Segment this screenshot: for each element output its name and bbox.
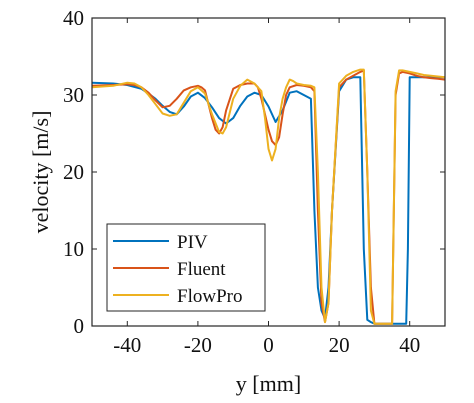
- x-tick-label: 20: [329, 333, 350, 357]
- plot-lines: [92, 68, 445, 325]
- legend-box: [106, 223, 266, 312]
- y-axis-label: velocity [m/s]: [28, 111, 53, 234]
- legend-label-fluent: Fluent: [177, 259, 226, 280]
- ticks: [92, 17, 445, 327]
- y-tick-label: 20: [63, 160, 84, 184]
- tick-labels: -40 -20 0 20 40 0 10 20 30 40: [63, 6, 420, 357]
- legend-label-piv: PIV: [177, 232, 208, 253]
- series-line-flowpro: [92, 68, 445, 325]
- legend: PIV Fluent FlowPro: [106, 223, 266, 312]
- x-axis-label: y [mm]: [236, 371, 301, 396]
- y-tick-label: 30: [63, 83, 84, 107]
- y-tick-label: 40: [63, 6, 84, 30]
- y-tick-label: 0: [74, 314, 85, 338]
- x-tick-label: -40: [113, 333, 141, 357]
- legend-label-flowpro: FlowPro: [177, 286, 242, 307]
- y-tick-label: 10: [63, 237, 84, 261]
- x-tick-label: 40: [399, 333, 420, 357]
- x-tick-label: -20: [184, 333, 212, 357]
- x-tick-label: 0: [263, 333, 274, 357]
- series-line-piv: [92, 76, 445, 325]
